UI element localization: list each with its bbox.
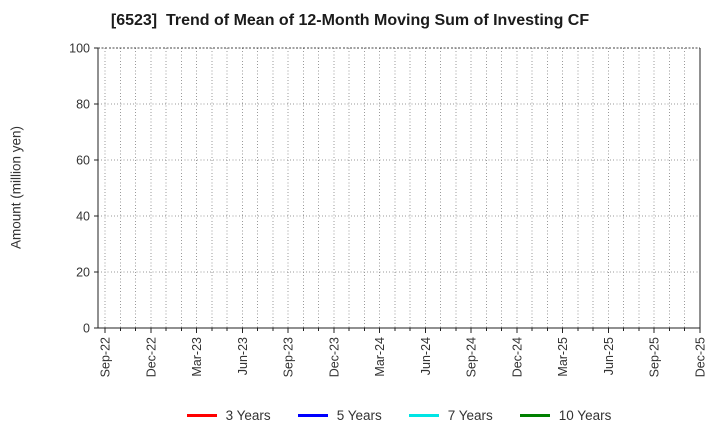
y-tick-label: 60 xyxy=(76,154,90,168)
legend-item: 3 Years xyxy=(186,407,271,423)
x-tick-label: Jun-23 xyxy=(236,337,250,375)
legend-line-swatch xyxy=(297,413,328,417)
legend-label: 3 Years xyxy=(225,407,271,423)
x-tick-label: Dec-25 xyxy=(694,337,708,377)
legend: 3 Years 5 Years 7 Years 10 Years xyxy=(98,403,700,427)
x-tick-label: Dec-24 xyxy=(510,337,524,377)
y-tick-label: 80 xyxy=(76,98,90,112)
legend-item: 5 Years xyxy=(297,407,382,423)
legend-item: 10 Years xyxy=(519,407,612,423)
x-tick-label: Mar-23 xyxy=(190,337,204,377)
legend-line-swatch xyxy=(519,413,550,417)
y-tick-label: 100 xyxy=(69,42,90,56)
legend-line-swatch xyxy=(186,413,217,417)
legend-item: 7 Years xyxy=(408,407,493,423)
x-tick-label: Sep-23 xyxy=(282,337,296,377)
chart-title: [6523] Trend of Mean of 12-Month Moving … xyxy=(110,12,590,29)
x-tick-label: Dec-23 xyxy=(327,337,341,377)
x-tick-label: Dec-22 xyxy=(144,337,158,377)
x-tick-label: Mar-24 xyxy=(373,337,387,377)
x-tick-label: Sep-25 xyxy=(648,337,662,377)
x-tick-label: Jun-25 xyxy=(602,337,616,375)
legend-label: 5 Years xyxy=(336,407,382,423)
y-tick-label: 40 xyxy=(76,210,90,224)
x-tick-label: Mar-25 xyxy=(556,337,570,377)
y-tick-label: 20 xyxy=(76,266,90,280)
x-tick-label: Jun-24 xyxy=(419,337,433,375)
y-tick-label: 0 xyxy=(83,322,90,336)
x-tick-label: Sep-24 xyxy=(465,337,479,377)
legend-label: 7 Years xyxy=(447,407,493,423)
x-tick-label: Sep-22 xyxy=(99,337,113,377)
legend-line-swatch xyxy=(408,413,439,417)
legend-label: 10 Years xyxy=(558,407,612,423)
